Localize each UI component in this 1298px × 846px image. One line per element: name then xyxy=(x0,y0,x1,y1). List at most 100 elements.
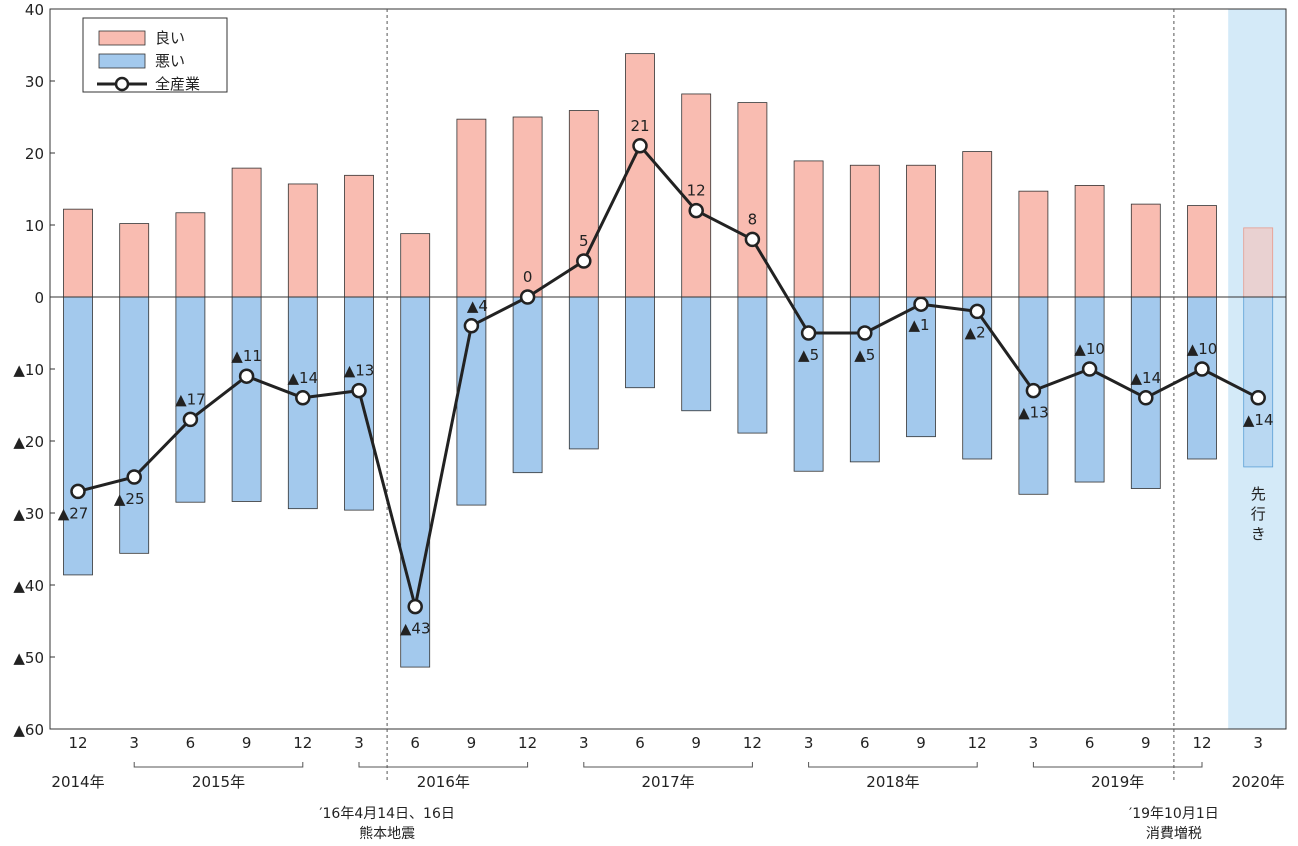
legend-marker xyxy=(114,76,130,92)
data-label: ▲5 xyxy=(854,346,875,364)
data-labels: ▲27 ▲25 ▲17 ▲11 ▲14 ▲13 ▲43 ▲4 0 5 21 12 8 ▲5 ▲5 ▲1 ▲2 ▲1… xyxy=(58,117,1274,638)
x-tick-label: 3 xyxy=(129,734,139,752)
x-tick-label: 9 xyxy=(1141,734,1151,752)
y-tick-label: 10 xyxy=(25,217,44,235)
bar-good xyxy=(962,151,993,298)
bar-good xyxy=(63,208,93,298)
x-tick-label: 9 xyxy=(467,734,477,752)
y-tick-label: ▲10 xyxy=(13,361,44,379)
bar-good xyxy=(119,223,150,298)
line-point xyxy=(913,296,929,312)
data-label: ▲13 xyxy=(1018,404,1049,422)
x-tick-label: 12 xyxy=(1192,734,1211,752)
year-bracket xyxy=(583,762,753,768)
bar-bad xyxy=(1018,296,1049,495)
forecast-label-char: 先 xyxy=(1251,485,1266,503)
x-axis: 12 3 6 9 12 3 6 9 12 3 6 9 12 3 6 9 12 3 6 9 12 3 2014年 2015年 20… xyxy=(51,734,1284,791)
line-point xyxy=(1194,361,1210,377)
data-label: ▲1 xyxy=(908,316,929,334)
bar-good xyxy=(1074,184,1105,298)
bar-bad xyxy=(1074,296,1105,483)
bar-good xyxy=(1187,205,1217,298)
bar-good xyxy=(344,174,374,298)
bar-good xyxy=(906,164,936,298)
bar-bad xyxy=(344,296,374,511)
data-label: ▲4 xyxy=(467,297,488,315)
bar-bad xyxy=(1187,296,1217,460)
line-point xyxy=(238,368,255,384)
y-tick-label: 0 xyxy=(34,289,44,307)
data-label: ▲10 xyxy=(1074,340,1105,358)
data-label: 5 xyxy=(579,232,589,250)
event-annotation: 消費増税 xyxy=(1146,826,1202,842)
data-label: ▲5 xyxy=(798,346,819,364)
bar-good xyxy=(175,212,206,298)
line-point xyxy=(519,289,536,305)
year-label: 2018年 xyxy=(866,773,919,791)
line-point xyxy=(688,202,704,219)
year-label: 2014年 xyxy=(51,773,104,791)
line-point xyxy=(70,483,86,500)
x-tick-label: 3 xyxy=(804,734,814,752)
year-bracket xyxy=(358,762,529,768)
bar-good xyxy=(400,233,431,298)
event-annotation: ′16年4月14日、16日 xyxy=(319,806,455,822)
line-point xyxy=(295,390,311,406)
bar-good xyxy=(1018,190,1049,298)
forecast-label-char: 行 xyxy=(1251,505,1266,523)
event-annotation: 熊本地震 xyxy=(359,826,415,842)
y-tick-label: 40 xyxy=(25,1,44,19)
y-tick-label: ▲50 xyxy=(13,649,44,667)
line-point xyxy=(857,325,873,341)
line-point xyxy=(800,325,817,341)
x-tick-label: 6 xyxy=(410,734,420,752)
all-industry-line xyxy=(70,138,1266,615)
year-bracket xyxy=(133,762,304,768)
data-label: ▲11 xyxy=(231,347,262,365)
axes: 40 30 20 10 0 ▲10 ▲20 ▲30 ▲4 0 ▲50 ▲60 xyxy=(13,1,1287,739)
data-label: ▲17 xyxy=(175,390,206,408)
x-tick-label: 9 xyxy=(691,734,701,752)
y-tick-label: 30 xyxy=(25,73,44,91)
y-tick-label: ▲20 xyxy=(13,433,44,451)
data-label: 12 xyxy=(687,182,706,200)
bar-good xyxy=(793,160,824,298)
y-tick-label: ▲30 xyxy=(13,505,44,523)
data-label: ▲14 xyxy=(287,369,318,387)
line-point xyxy=(1081,361,1098,377)
bar-bad xyxy=(849,296,880,463)
year-bracket xyxy=(808,762,978,768)
event-annotation: ′19年10月1日 xyxy=(1129,806,1219,822)
legend-label-line: 全産業 xyxy=(155,75,200,93)
bar-bad xyxy=(63,296,93,576)
x-tick-label: 6 xyxy=(186,734,196,752)
bar-bad xyxy=(737,296,768,434)
line-point xyxy=(351,382,367,399)
bar-good xyxy=(512,116,543,298)
line-point xyxy=(744,231,761,248)
bar-good xyxy=(1243,227,1274,298)
data-label: ▲14 xyxy=(1130,369,1161,387)
legend-label-bad: 悪い xyxy=(155,52,185,70)
year-bracket xyxy=(1032,762,1203,768)
x-tick-label: 12 xyxy=(743,734,762,752)
x-tick-label: 6 xyxy=(860,734,870,752)
data-label: ▲14 xyxy=(1243,411,1274,429)
line-point xyxy=(1025,382,1042,399)
forecast-label-char: き xyxy=(1251,525,1266,543)
data-label: 8 xyxy=(748,210,758,228)
y-tick-label: ▲60 xyxy=(13,721,44,739)
x-tick-label: 6 xyxy=(1085,734,1095,752)
bar-bad xyxy=(231,296,262,502)
year-label: 2015年 xyxy=(192,773,245,791)
bar-good xyxy=(456,118,487,298)
line-point xyxy=(576,253,592,269)
bar-good xyxy=(625,53,655,298)
line-point xyxy=(969,303,985,320)
data-label: 0 xyxy=(523,268,533,286)
bar-bad xyxy=(119,296,150,554)
y-tick-label: 20 xyxy=(25,145,44,163)
